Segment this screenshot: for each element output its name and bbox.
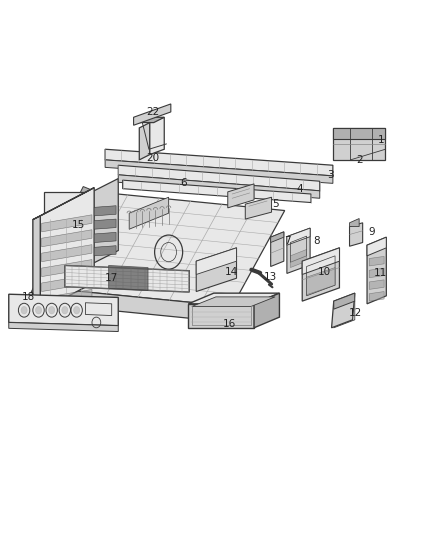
Polygon shape bbox=[333, 128, 385, 139]
Polygon shape bbox=[33, 216, 40, 314]
Polygon shape bbox=[150, 117, 164, 155]
Polygon shape bbox=[94, 219, 116, 229]
Polygon shape bbox=[369, 292, 384, 301]
Polygon shape bbox=[139, 117, 164, 123]
Text: 20: 20 bbox=[146, 154, 159, 163]
Text: 9: 9 bbox=[368, 227, 375, 237]
Polygon shape bbox=[33, 188, 94, 220]
Polygon shape bbox=[192, 297, 275, 306]
Text: 13: 13 bbox=[264, 272, 277, 282]
Polygon shape bbox=[350, 223, 363, 246]
Polygon shape bbox=[9, 294, 118, 326]
Text: 22: 22 bbox=[146, 107, 159, 117]
Polygon shape bbox=[367, 237, 386, 256]
Polygon shape bbox=[245, 197, 272, 219]
Polygon shape bbox=[129, 197, 169, 229]
Polygon shape bbox=[105, 149, 333, 176]
Polygon shape bbox=[94, 246, 116, 256]
Polygon shape bbox=[40, 188, 94, 311]
Polygon shape bbox=[254, 293, 279, 328]
Polygon shape bbox=[42, 274, 92, 292]
Polygon shape bbox=[333, 128, 385, 160]
Text: 5: 5 bbox=[272, 199, 279, 209]
Polygon shape bbox=[123, 180, 311, 203]
Text: 3: 3 bbox=[327, 170, 334, 180]
Polygon shape bbox=[9, 322, 118, 332]
Polygon shape bbox=[290, 249, 307, 268]
Polygon shape bbox=[228, 184, 254, 208]
Polygon shape bbox=[307, 268, 335, 295]
Polygon shape bbox=[42, 215, 92, 232]
Polygon shape bbox=[287, 228, 310, 273]
Polygon shape bbox=[118, 175, 320, 198]
Text: 16: 16 bbox=[223, 319, 236, 328]
Polygon shape bbox=[134, 104, 171, 125]
Circle shape bbox=[62, 306, 68, 314]
Polygon shape bbox=[188, 304, 254, 328]
Polygon shape bbox=[65, 265, 189, 292]
Polygon shape bbox=[188, 293, 279, 304]
Text: 15: 15 bbox=[71, 221, 85, 230]
Polygon shape bbox=[271, 232, 284, 243]
Polygon shape bbox=[42, 230, 92, 247]
Polygon shape bbox=[44, 288, 232, 322]
Text: 1: 1 bbox=[378, 135, 385, 144]
Text: 14: 14 bbox=[225, 267, 238, 277]
Polygon shape bbox=[302, 248, 339, 274]
Text: 8: 8 bbox=[313, 236, 320, 246]
Circle shape bbox=[21, 306, 27, 314]
Polygon shape bbox=[42, 260, 92, 277]
Polygon shape bbox=[369, 268, 384, 278]
Text: 11: 11 bbox=[374, 268, 387, 278]
Polygon shape bbox=[118, 165, 320, 191]
Text: 4: 4 bbox=[297, 184, 304, 194]
Polygon shape bbox=[44, 192, 285, 306]
Polygon shape bbox=[369, 256, 384, 266]
Circle shape bbox=[35, 306, 42, 314]
Polygon shape bbox=[350, 219, 359, 227]
Polygon shape bbox=[109, 265, 148, 290]
Circle shape bbox=[49, 306, 55, 314]
Polygon shape bbox=[139, 123, 150, 160]
Polygon shape bbox=[332, 293, 355, 328]
Polygon shape bbox=[302, 248, 339, 301]
Polygon shape bbox=[287, 228, 310, 245]
Polygon shape bbox=[367, 237, 386, 304]
Text: 17: 17 bbox=[105, 273, 118, 283]
Text: 10: 10 bbox=[318, 267, 331, 277]
Polygon shape bbox=[369, 280, 384, 289]
Text: 6: 6 bbox=[180, 178, 187, 188]
Text: 18: 18 bbox=[22, 292, 35, 302]
Polygon shape bbox=[196, 248, 237, 274]
Polygon shape bbox=[44, 192, 92, 264]
Polygon shape bbox=[271, 232, 284, 266]
Polygon shape bbox=[334, 293, 355, 309]
Circle shape bbox=[74, 306, 80, 314]
Polygon shape bbox=[42, 245, 92, 262]
Polygon shape bbox=[92, 179, 118, 264]
Polygon shape bbox=[42, 289, 92, 306]
Text: 2: 2 bbox=[356, 155, 363, 165]
Polygon shape bbox=[196, 248, 237, 292]
Polygon shape bbox=[105, 160, 333, 183]
Polygon shape bbox=[31, 187, 96, 293]
Text: 12: 12 bbox=[349, 308, 362, 318]
Text: 7: 7 bbox=[284, 236, 291, 246]
Polygon shape bbox=[94, 206, 116, 216]
Polygon shape bbox=[94, 232, 116, 243]
